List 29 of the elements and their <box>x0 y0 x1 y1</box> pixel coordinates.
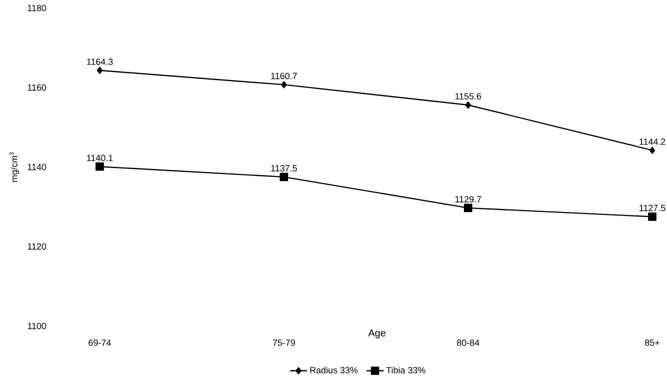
point <box>465 101 471 109</box>
data-label: 1127.5 <box>640 204 666 212</box>
y-axis-title: mg/cm$^{3}$ <box>9 152 20 182</box>
y-tick-label: 1100 <box>28 322 46 330</box>
y-tick-label: 1140 <box>28 164 46 170</box>
data-label: 1144.2 <box>640 138 666 145</box>
point <box>280 172 288 182</box>
data-label: 1137.5 <box>271 165 297 172</box>
data-label: 1160.7 <box>271 72 297 80</box>
x-tick-label: 75-79 <box>272 340 295 346</box>
point <box>281 81 287 88</box>
legend-label: Radius 33% <box>310 366 358 374</box>
x-axis-title: Age <box>368 330 386 338</box>
data-label: 1155.6 <box>455 93 482 100</box>
x-tick-label: 80-84 <box>457 340 480 346</box>
data-label: 1129.7 <box>455 196 482 202</box>
point <box>96 162 104 171</box>
y-tick-label: 1180 <box>28 4 46 12</box>
point <box>464 204 472 212</box>
data-label: 1140.1 <box>87 154 113 162</box>
y-tick-label: 1120 <box>28 243 46 250</box>
data-label: 1164.3 <box>87 58 113 65</box>
point <box>649 146 656 154</box>
legend-label: Tibia 33% <box>386 366 426 374</box>
x-tick-label: 85+ <box>645 340 660 346</box>
point <box>96 66 103 74</box>
point <box>648 212 656 221</box>
x-tick-label: 69-74 <box>88 340 111 346</box>
y-tick-label: 1160 <box>28 84 46 91</box>
